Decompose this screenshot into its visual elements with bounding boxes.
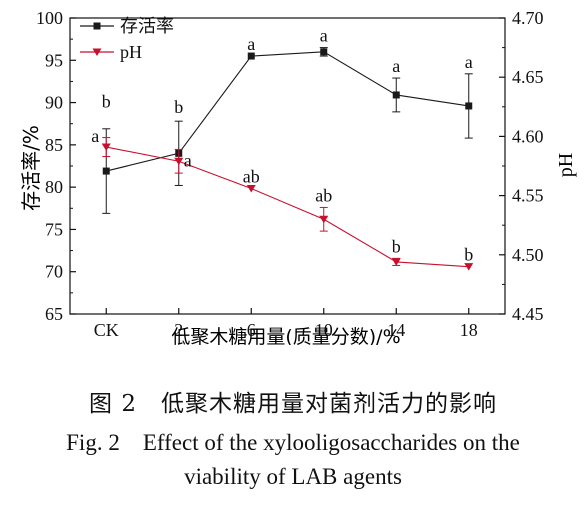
x-tick-label: 10 bbox=[315, 320, 333, 340]
x-tick-label: 6 bbox=[247, 320, 256, 340]
y-right-tick-label: 4.45 bbox=[512, 304, 544, 324]
x-tick-label: 2 bbox=[174, 320, 183, 340]
data-point bbox=[464, 263, 474, 271]
y-left-tick-label: 95 bbox=[45, 50, 63, 70]
x-axis-label: 低聚木糖用量(质量分数)/% bbox=[171, 326, 400, 345]
data-point bbox=[101, 143, 111, 152]
y-left-tick-label: 80 bbox=[45, 177, 63, 197]
data-point bbox=[174, 157, 184, 166]
legend-item-ph: pH bbox=[80, 42, 142, 62]
y-right-tick-label: 4.50 bbox=[512, 245, 544, 265]
x-tick-label: 14 bbox=[387, 320, 405, 340]
data-point bbox=[320, 48, 328, 56]
data-point bbox=[102, 167, 110, 175]
data-point bbox=[246, 184, 256, 193]
series-line bbox=[106, 146, 469, 268]
data-point bbox=[247, 52, 255, 60]
y-right-tick-label: 4.55 bbox=[512, 186, 544, 206]
y-right-tick-label: 4.65 bbox=[512, 67, 544, 87]
tick-marks: 65 70 75 80 85 90 95 100 4.45 4.50 4.55 4.60 4.65 4.7… bbox=[36, 8, 544, 340]
y-axis-left-label: 存活率/% bbox=[19, 125, 43, 211]
ph-significance-label: b bbox=[392, 236, 401, 256]
data-point bbox=[392, 91, 400, 99]
ph-significance-label: ab bbox=[315, 185, 332, 205]
series-0 bbox=[102, 47, 473, 214]
ph-significance-label: a bbox=[184, 150, 192, 170]
survival-significance-label: b bbox=[174, 97, 183, 117]
y-axis-right-label: pH bbox=[555, 153, 577, 177]
figure-caption: 图 2 低聚木糖用量对菌剂活力的影响 Fig. 2 Effect of the … bbox=[0, 348, 586, 494]
series-layer bbox=[101, 47, 474, 271]
y-right-tick-label: 4.70 bbox=[512, 8, 544, 28]
data-point bbox=[319, 215, 329, 224]
y-left-tick-label: 70 bbox=[45, 262, 63, 282]
survival-significance-label: a bbox=[247, 34, 255, 54]
caption-chinese: 图 2 低聚木糖用量对菌剂活力的影响 bbox=[89, 391, 497, 417]
axes bbox=[69, 17, 506, 315]
legend-item-survival: 存活率 bbox=[80, 16, 174, 37]
series-line bbox=[106, 51, 469, 172]
y-left-tick-label: 65 bbox=[45, 304, 63, 324]
legend-marker bbox=[93, 22, 101, 30]
legend-label: 存活率 bbox=[120, 16, 174, 37]
caption-english-line-1: Fig. 2 Effect of the xylooligosaccharide… bbox=[66, 430, 520, 455]
data-point bbox=[391, 258, 401, 266]
ph-significance-label: b bbox=[464, 245, 473, 265]
y-left-tick-label: 85 bbox=[45, 135, 63, 155]
legend-label: pH bbox=[120, 42, 142, 62]
y-left-tick-label: 100 bbox=[36, 8, 63, 28]
chart: 65 70 75 80 85 90 95 100 4.45 4.50 4.55 4.60 4.65 4.7… bbox=[19, 8, 577, 345]
ph-significance-label: ab bbox=[243, 166, 260, 186]
y-right-tick-label: 4.60 bbox=[512, 126, 544, 146]
caption-english-line-2: viability of LAB agents bbox=[184, 464, 402, 489]
survival-significance-label: a bbox=[392, 56, 400, 76]
plot-frame bbox=[69, 17, 506, 315]
legend: 存活率 pH bbox=[80, 16, 174, 62]
survival-significance-label: a bbox=[465, 52, 473, 72]
y-left-tick-label: 90 bbox=[45, 93, 63, 113]
ph-significance-label: a bbox=[91, 126, 99, 146]
y-left-tick-label: 75 bbox=[45, 219, 63, 239]
data-point bbox=[465, 102, 473, 110]
series-1 bbox=[101, 137, 474, 271]
survival-significance-label: b bbox=[102, 92, 111, 112]
x-tick-label: 18 bbox=[460, 320, 478, 340]
legend-marker bbox=[92, 48, 102, 56]
survival-significance-label: a bbox=[320, 26, 328, 46]
x-tick-label: CK bbox=[94, 320, 119, 340]
